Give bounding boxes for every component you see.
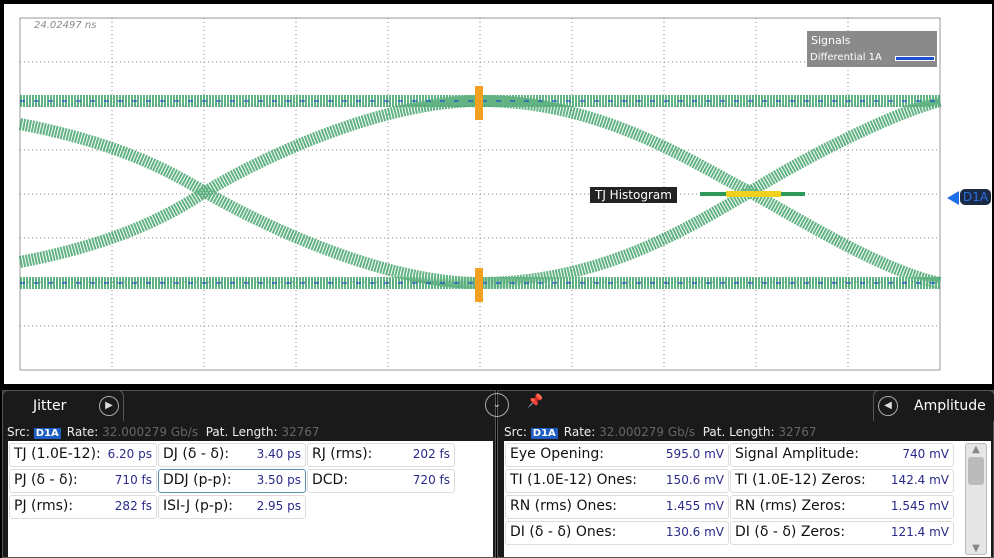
- measurement-value: 121.4 mV: [890, 525, 949, 539]
- histogram-bottom: [475, 268, 483, 302]
- measurement-value: 3.40 ps: [256, 447, 301, 461]
- measurement-cell[interactable]: ISI-J (p-p): 2.95 ps: [158, 495, 306, 519]
- eye-diagram-display[interactable]: 24.02497 ns Signals Differential 1A TJ H…: [4, 4, 992, 384]
- legend-swatch: [895, 56, 935, 61]
- tj-histogram-bar: [726, 191, 781, 197]
- back-icon[interactable]: ◀: [878, 396, 898, 416]
- legend-title: Signals: [811, 34, 851, 47]
- measurement-value: 710 fs: [114, 473, 152, 487]
- measurement-label: DI (δ - δ) Ones:: [510, 524, 617, 540]
- measurement-cell[interactable]: TJ (1.0E-12): 6.20 ps: [9, 443, 157, 467]
- measurement-value: 740 mV: [902, 447, 949, 461]
- measurement-value: 130.6 mV: [665, 525, 724, 539]
- measurement-cell[interactable]: RN (rms) Zeros: 1.545 mV: [730, 495, 954, 519]
- measurement-label: Signal Amplitude:: [735, 446, 859, 462]
- jitter-panel: Jitter ▶ Src: D1A Rate: 32.000279 Gb/s Pa…: [2, 390, 496, 558]
- measurement-label: TJ (1.0E-12):: [14, 446, 101, 462]
- measurement-label: RJ (rms):: [312, 446, 373, 462]
- src-badge: D1A: [530, 428, 558, 439]
- tab-amplitude[interactable]: ◀ Amplitude: [873, 390, 994, 421]
- measurement-value: 6.20 ps: [107, 447, 152, 461]
- measurement-label: DI (δ - δ) Zeros:: [735, 524, 846, 540]
- measurement-label: DJ (δ - δ):: [163, 446, 230, 462]
- amplitude-info: Src: D1A Rate: 32.000279 Gb/s Pat. Length…: [504, 425, 817, 439]
- scrollbar[interactable]: ▲ ▼: [965, 443, 987, 555]
- tj-histogram-label: TJ Histogram: [590, 187, 677, 203]
- measurement-value: 282 fs: [114, 499, 152, 513]
- legend-signal: Differential 1A: [810, 52, 882, 63]
- channel-marker[interactable]: D1A: [960, 189, 992, 205]
- play-icon[interactable]: ▶: [99, 396, 119, 416]
- measurement-value: 142.4 mV: [890, 473, 949, 487]
- measurement-value: 2.95 ps: [256, 499, 301, 513]
- measurement-cell[interactable]: Eye Opening: 595.0 mV: [505, 443, 729, 467]
- measurement-label: PJ (δ - δ):: [14, 472, 78, 488]
- histogram-top: [475, 86, 483, 120]
- measurement-value: 595.0 mV: [665, 447, 724, 461]
- measurement-label: TI (1.0E-12) Ones:: [510, 472, 637, 488]
- measurement-cell[interactable]: DI (δ - δ) Zeros: 121.4 mV: [730, 521, 954, 545]
- timestamp: 24.02497 ns: [34, 20, 97, 31]
- measurement-label: DCD:: [312, 472, 349, 488]
- measurement-cell[interactable]: PJ (δ - δ): 710 fs: [9, 469, 157, 493]
- measurement-cell[interactable]: TI (1.0E-12) Zeros: 142.4 mV: [730, 469, 954, 493]
- amplitude-panel: ◀ Amplitude Src: D1A Rate: 32.000279 Gb/s…: [497, 390, 994, 558]
- signals-legend[interactable]: Signals Differential 1A: [807, 31, 937, 67]
- jitter-grid: TJ (1.0E-12): 6.20 ps DJ (δ - δ): 3.40 ps RJ…: [8, 441, 493, 557]
- scroll-down-icon: ▼: [972, 543, 980, 554]
- measurement-value: 202 fs: [412, 447, 450, 461]
- pin-icon[interactable]: 📌: [527, 394, 544, 409]
- measurement-cell[interactable]: DI (δ - δ) Ones: 130.6 mV: [505, 521, 729, 545]
- measurement-value: 720 fs: [412, 473, 450, 487]
- measurement-value: 3.50 ps: [256, 473, 301, 487]
- scroll-up-icon: ▲: [972, 444, 980, 455]
- eye-diagram-plot: [18, 17, 942, 371]
- measurement-label: RN (rms) Zeros:: [735, 498, 846, 514]
- amplitude-grid: ▲ ▼ Eye Opening: 595.0 mV Signal Amplitude…: [504, 441, 991, 557]
- src-badge: D1A: [33, 428, 61, 439]
- measurement-cell[interactable]: Signal Amplitude: 740 mV: [730, 443, 954, 467]
- measurement-label: Eye Opening:: [510, 446, 604, 462]
- measurement-label: TI (1.0E-12) Zeros:: [735, 472, 866, 488]
- measurement-cell[interactable]: RN (rms) Ones: 1.455 mV: [505, 495, 729, 519]
- measurement-label: PJ (rms):: [14, 498, 74, 514]
- measurement-cell[interactable]: DCD: 720 fs: [307, 469, 455, 493]
- measurement-cell[interactable]: PJ (rms): 282 fs: [9, 495, 157, 519]
- measurement-value: 1.545 mV: [890, 499, 949, 513]
- marker-arrow-icon: [947, 191, 959, 205]
- jitter-info: Src: D1A Rate: 32.000279 Gb/s Pat. Length…: [7, 425, 320, 439]
- measurement-value: 150.6 mV: [665, 473, 724, 487]
- measurement-label: RN (rms) Ones:: [510, 498, 617, 514]
- measurement-label: ISI-J (p-p):: [163, 498, 234, 514]
- tab-jitter-label: Jitter: [33, 398, 67, 414]
- tab-amplitude-label: Amplitude: [914, 398, 986, 414]
- measurement-value: 1.455 mV: [665, 499, 724, 513]
- measurement-cell[interactable]: DJ (δ - δ): 3.40 ps: [158, 443, 306, 467]
- measurement-cell[interactable]: TI (1.0E-12) Ones: 150.6 mV: [505, 469, 729, 493]
- measurement-cell[interactable]: RJ (rms): 202 fs: [307, 443, 455, 467]
- tab-jitter[interactable]: Jitter ▶: [2, 390, 124, 421]
- collapse-icon[interactable]: ⌄: [485, 393, 509, 417]
- measurement-cell[interactable]: DDJ (p-p): 3.50 ps: [158, 469, 306, 493]
- scroll-thumb: [968, 457, 984, 485]
- measurement-label: DDJ (p-p):: [163, 472, 232, 488]
